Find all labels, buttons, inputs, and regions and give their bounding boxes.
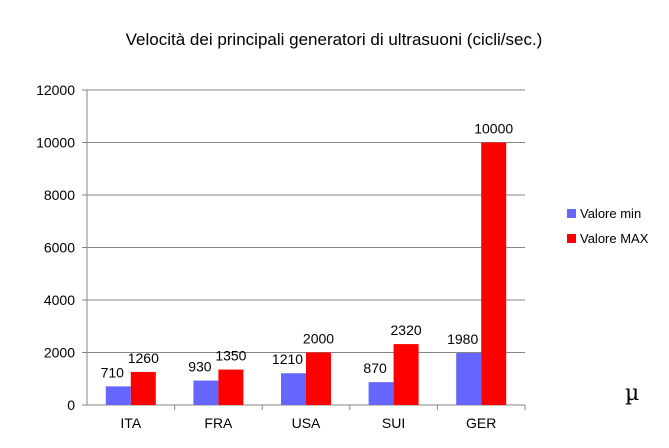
data-label: 930 xyxy=(188,359,212,375)
bars xyxy=(105,142,507,405)
legend-label: Valore min xyxy=(580,206,641,221)
bar xyxy=(193,380,219,405)
y-tick-label: 0 xyxy=(67,397,75,413)
mu-symbol: µ xyxy=(625,381,639,406)
legend-label: Valore MAX xyxy=(580,231,649,246)
grid-lines xyxy=(87,89,525,353)
y-tick-label: 4000 xyxy=(44,292,75,308)
bar xyxy=(368,382,394,405)
bar xyxy=(281,373,306,405)
data-label: 1210 xyxy=(272,351,303,367)
data-label: 2320 xyxy=(391,322,422,338)
y-tick-label: 6000 xyxy=(44,240,75,256)
data-label: 1260 xyxy=(128,350,159,366)
bar xyxy=(481,142,507,405)
data-label: 710 xyxy=(101,364,125,380)
bar xyxy=(306,352,331,405)
legend: Valore min Valore MAX xyxy=(567,206,649,246)
y-tick-label: 2000 xyxy=(44,345,75,361)
data-label: 2000 xyxy=(303,331,334,347)
y-tick-label: 12000 xyxy=(36,82,75,98)
category-label: GER xyxy=(466,415,496,431)
data-label: 1980 xyxy=(447,331,478,347)
data-label: 10000 xyxy=(474,121,513,137)
category-label: ITA xyxy=(120,415,141,431)
data-label: 870 xyxy=(363,360,387,376)
bar xyxy=(218,369,244,405)
bar xyxy=(456,353,482,405)
bar xyxy=(105,386,131,405)
legend-swatch xyxy=(567,234,576,243)
y-tick-label: 8000 xyxy=(44,187,75,203)
category-label: SUI xyxy=(382,415,405,431)
data-label: 1350 xyxy=(215,348,246,364)
category-label: FRA xyxy=(204,415,233,431)
chart-title: Velocità dei principali generatori di ul… xyxy=(126,30,543,49)
axes: 0 2000 4000 6000 8000 10000 12000 ITA FRA USA SUI G… xyxy=(36,82,526,431)
bar xyxy=(130,371,156,405)
y-tick-label: 10000 xyxy=(36,135,75,151)
legend-swatch xyxy=(567,209,576,218)
bar xyxy=(393,344,419,405)
category-label: USA xyxy=(292,415,321,431)
